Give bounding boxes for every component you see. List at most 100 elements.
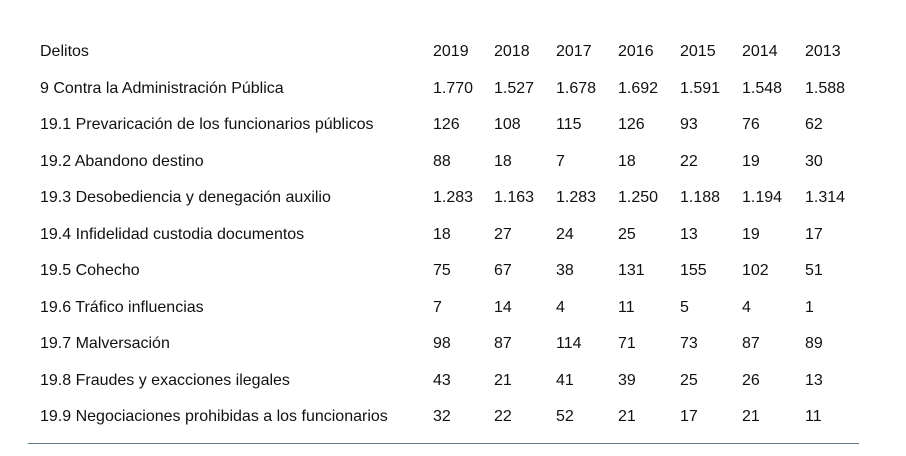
- table-row: 19.8 Fraudes y exacciones ilegales 43 21 41…: [0, 371, 906, 391]
- value-cell: 114: [556, 335, 582, 352]
- value-cell: 25: [618, 225, 636, 243]
- value-cell: 21: [618, 408, 636, 425]
- value-cell: 1.548: [742, 79, 783, 97]
- value-cell: 1.314: [805, 189, 846, 206]
- row-label: 19.5 Cohecho: [40, 262, 140, 279]
- value-cell: 14: [494, 298, 512, 316]
- value-cell: 73: [680, 335, 698, 352]
- value-cell: 71: [618, 335, 636, 352]
- value-cell: 76: [742, 116, 760, 133]
- value-cell: 7: [556, 152, 565, 170]
- value-cell: 98: [433, 335, 451, 352]
- value-cell: 88: [433, 152, 451, 170]
- value-cell: 4: [742, 298, 751, 316]
- value-cell: 1.692: [618, 79, 659, 97]
- value-cell: 51: [805, 262, 823, 279]
- value-cell: 13: [680, 225, 698, 243]
- value-cell: 126: [433, 116, 460, 133]
- value-cell: 52: [556, 408, 574, 425]
- value-cell: 38: [556, 262, 574, 279]
- value-cell: 30: [805, 152, 823, 170]
- row-label: 19.9 Negociaciones prohibidas a los func…: [40, 408, 388, 425]
- value-cell: 1.194: [742, 189, 783, 206]
- value-cell: 43: [433, 371, 451, 389]
- header-row: Delitos 2019 2018 2017 2016 2015 2014 2013: [0, 42, 906, 62]
- value-cell: 22: [680, 152, 698, 170]
- table-row: 19.6 Tráfico influencias 7 14 4 11 5 4 1: [0, 298, 906, 318]
- value-cell: 1.588: [805, 79, 846, 97]
- year-header: 2014: [742, 43, 778, 60]
- row-label: 19.8 Fraudes y exacciones ilegales: [40, 371, 290, 389]
- table-row: 19.4 Infidelidad custodia documentos 18 27…: [0, 225, 906, 245]
- value-cell: 87: [742, 335, 760, 352]
- value-cell: 102: [742, 262, 769, 279]
- row-label: 19.2 Abandono destino: [40, 152, 204, 170]
- value-cell: 39: [618, 371, 636, 389]
- value-cell: 13: [805, 371, 823, 389]
- value-cell: 131: [618, 262, 645, 279]
- table-row: 9 Contra la Administración Pública 1.770 1…: [0, 79, 906, 99]
- year-header: 2017: [556, 43, 592, 60]
- value-cell: 25: [680, 371, 698, 389]
- year-header: 2013: [805, 43, 841, 60]
- value-cell: 11: [805, 408, 822, 425]
- row-label: 19.4 Infidelidad custodia documentos: [40, 225, 305, 243]
- table-row: 19.3 Desobediencia y denegación auxilio 1…: [0, 188, 906, 208]
- value-cell: 155: [680, 262, 707, 279]
- value-cell: 1.188: [680, 189, 721, 206]
- value-cell: 18: [618, 152, 636, 170]
- table-bottom-rule: [28, 443, 859, 444]
- value-cell: 17: [805, 225, 823, 243]
- value-cell: 5: [680, 298, 689, 316]
- value-cell: 4: [556, 298, 565, 316]
- value-cell: 11: [618, 298, 635, 316]
- value-cell: 1: [805, 298, 814, 316]
- value-cell: 19: [742, 225, 760, 243]
- table-row: 19.7 Malversación 98 87 114 71 73 87 89: [0, 334, 906, 354]
- value-cell: 17: [680, 408, 698, 425]
- value-cell: 24: [556, 225, 574, 243]
- value-cell: 93: [680, 116, 698, 133]
- value-cell: 22: [494, 408, 512, 425]
- row-label: 9 Contra la Administración Pública: [40, 79, 284, 97]
- value-cell: 1.527: [494, 79, 535, 97]
- year-header: 2016: [618, 43, 654, 60]
- value-cell: 1.591: [680, 79, 721, 97]
- value-cell: 89: [805, 335, 823, 352]
- value-cell: 126: [618, 116, 645, 133]
- value-cell: 41: [556, 371, 574, 389]
- value-cell: 7: [433, 298, 442, 316]
- value-cell: 75: [433, 262, 451, 279]
- header-label: Delitos: [40, 43, 89, 60]
- year-header: 2018: [494, 43, 530, 60]
- value-cell: 1.678: [556, 79, 597, 97]
- value-cell: 1.770: [433, 79, 474, 97]
- value-cell: 18: [494, 152, 512, 170]
- value-cell: 21: [742, 408, 760, 425]
- table-row: 19.5 Cohecho 75 67 38 131 155 102 51: [0, 261, 906, 281]
- value-cell: 87: [494, 335, 512, 352]
- row-label: 19.7 Malversación: [40, 335, 170, 352]
- table-row: 19.1 Prevaricación de los funcionarios p…: [0, 115, 906, 135]
- value-cell: 32: [433, 408, 451, 425]
- value-cell: 21: [494, 371, 512, 389]
- value-cell: 67: [494, 262, 512, 279]
- value-cell: 1.283: [433, 189, 474, 206]
- year-header: 2015: [680, 43, 716, 60]
- row-label: 19.3 Desobediencia y denegación auxilio: [40, 189, 331, 206]
- value-cell: 115: [556, 116, 582, 133]
- row-label: 19.6 Tráfico influencias: [40, 298, 204, 316]
- value-cell: 26: [742, 371, 760, 389]
- value-cell: 1.250: [618, 189, 659, 206]
- value-cell: 18: [433, 225, 451, 243]
- row-label: 19.1 Prevaricación de los funcionarios p…: [40, 116, 374, 133]
- value-cell: 27: [494, 225, 512, 243]
- value-cell: 1.283: [556, 189, 597, 206]
- value-cell: 19: [742, 152, 760, 170]
- table-row: 19.2 Abandono destino 88 18 7 18 22 19 30: [0, 152, 906, 172]
- value-cell: 62: [805, 116, 823, 133]
- year-header: 2019: [433, 43, 469, 60]
- value-cell: 1.163: [494, 189, 535, 206]
- value-cell: 108: [494, 116, 521, 133]
- table-row: 19.9 Negociaciones prohibidas a los func…: [0, 407, 906, 427]
